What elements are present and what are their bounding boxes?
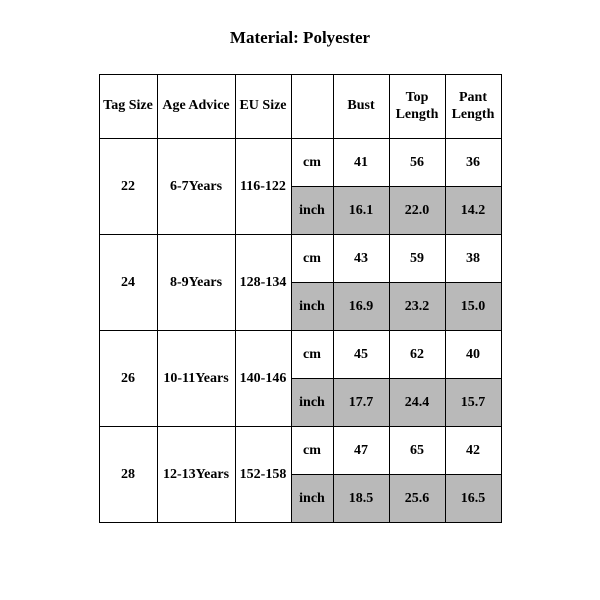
cell-tag: 22 xyxy=(99,139,157,235)
cell-top-inch: 25.6 xyxy=(389,475,445,523)
cell-pant-cm: 42 xyxy=(445,427,501,475)
cell-unit-cm: cm xyxy=(291,427,333,475)
cell-bust-cm: 45 xyxy=(333,331,389,379)
cell-bust-inch: 16.1 xyxy=(333,187,389,235)
cell-age: 12-13Years xyxy=(157,427,235,523)
cell-eu: 128-134 xyxy=(235,235,291,331)
cell-bust-cm: 41 xyxy=(333,139,389,187)
table-row: 26 10-11Years 140-146 cm 45 62 40 xyxy=(99,331,501,379)
cell-eu: 152-158 xyxy=(235,427,291,523)
cell-unit-inch: inch xyxy=(291,475,333,523)
cell-bust-cm: 43 xyxy=(333,235,389,283)
cell-bust-cm: 47 xyxy=(333,427,389,475)
col-header-age: Age Advice xyxy=(157,75,235,139)
cell-pant-cm: 36 xyxy=(445,139,501,187)
col-header-top: Top Length xyxy=(389,75,445,139)
cell-top-inch: 23.2 xyxy=(389,283,445,331)
cell-bust-inch: 16.9 xyxy=(333,283,389,331)
cell-top-inch: 24.4 xyxy=(389,379,445,427)
cell-unit-cm: cm xyxy=(291,331,333,379)
cell-unit-inch: inch xyxy=(291,379,333,427)
cell-age: 6-7Years xyxy=(157,139,235,235)
cell-tag: 26 xyxy=(99,331,157,427)
cell-unit-cm: cm xyxy=(291,139,333,187)
col-header-unit xyxy=(291,75,333,139)
col-header-eu: EU Size xyxy=(235,75,291,139)
table-row: 24 8-9Years 128-134 cm 43 59 38 xyxy=(99,235,501,283)
cell-eu: 140-146 xyxy=(235,331,291,427)
cell-tag: 24 xyxy=(99,235,157,331)
col-header-bust: Bust xyxy=(333,75,389,139)
cell-tag: 28 xyxy=(99,427,157,523)
cell-eu: 116-122 xyxy=(235,139,291,235)
table-row: 28 12-13Years 152-158 cm 47 65 42 xyxy=(99,427,501,475)
table-row: 22 6-7Years 116-122 cm 41 56 36 xyxy=(99,139,501,187)
size-table: Tag Size Age Advice EU Size Bust Top Len… xyxy=(99,74,502,523)
cell-unit-cm: cm xyxy=(291,235,333,283)
table-header-row: Tag Size Age Advice EU Size Bust Top Len… xyxy=(99,75,501,139)
cell-pant-cm: 40 xyxy=(445,331,501,379)
cell-top-cm: 56 xyxy=(389,139,445,187)
cell-top-cm: 65 xyxy=(389,427,445,475)
cell-top-inch: 22.0 xyxy=(389,187,445,235)
page: Material: Polyester Tag Size Age Advice … xyxy=(0,0,600,600)
cell-bust-inch: 18.5 xyxy=(333,475,389,523)
cell-pant-inch: 15.0 xyxy=(445,283,501,331)
cell-age: 8-9Years xyxy=(157,235,235,331)
col-header-pant: Pant Length xyxy=(445,75,501,139)
cell-pant-inch: 14.2 xyxy=(445,187,501,235)
cell-bust-inch: 17.7 xyxy=(333,379,389,427)
cell-unit-inch: inch xyxy=(291,187,333,235)
cell-age: 10-11Years xyxy=(157,331,235,427)
cell-pant-cm: 38 xyxy=(445,235,501,283)
cell-unit-inch: inch xyxy=(291,283,333,331)
cell-pant-inch: 15.7 xyxy=(445,379,501,427)
col-header-tag: Tag Size xyxy=(99,75,157,139)
cell-top-cm: 62 xyxy=(389,331,445,379)
cell-pant-inch: 16.5 xyxy=(445,475,501,523)
page-title: Material: Polyester xyxy=(0,28,600,48)
cell-top-cm: 59 xyxy=(389,235,445,283)
